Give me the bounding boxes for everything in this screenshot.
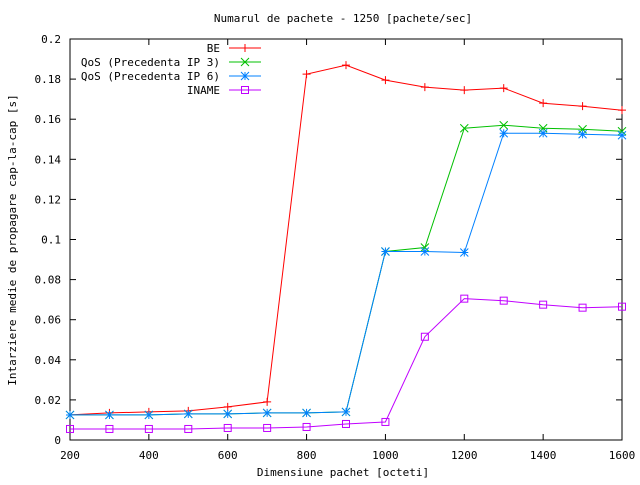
data-point [184,424,193,433]
y-tick-label: 0.2 [41,33,61,46]
data-point [223,409,233,419]
data-point [578,129,587,139]
chart-title: Numarul de pachete - 1250 [pachete/sec] [214,12,472,25]
series-line [70,132,623,416]
x-tick-label: 1000 [372,449,399,462]
data-point [183,409,193,419]
data-point [302,422,311,431]
series-line [70,124,623,416]
legend-label: QoS (Precedenta IP 3) [81,56,220,69]
y-tick-label: 0.1 [41,234,61,247]
y-tick-label: 0.06 [35,314,62,327]
y-tick-label: 0.02 [35,394,62,407]
data-point [420,243,430,252]
data-point [618,302,626,311]
data-point [538,128,548,138]
legend-marker [240,57,250,67]
data-point [420,247,430,256]
data-point [499,128,509,138]
data-point [144,410,154,420]
y-tick-label: 0.18 [35,73,62,86]
plot-frame [69,38,623,441]
x-axis-label: Dimensiune pachet [octeti] [257,466,429,479]
data-point [618,106,626,115]
data-point [499,296,508,305]
series-0 [66,61,626,419]
data-point [65,410,75,420]
data-point [381,247,390,256]
data-point [302,408,311,418]
data-point [459,248,469,257]
data-point [263,423,272,432]
legend-label: INAME [187,84,220,97]
data-point [578,102,587,111]
data-point [105,410,114,420]
y-axis-label: Intarziere medie de propagare cap-la-cap… [6,94,19,385]
data-point [302,70,311,79]
data-point [342,61,350,70]
series-line [70,298,623,430]
y-tick-label: 0.08 [35,274,62,287]
data-point [459,123,469,133]
data-point [342,419,350,428]
data-point [381,76,390,85]
data-point [420,83,429,92]
data-point [460,86,469,95]
series-2 [65,128,627,420]
data-point [223,423,232,432]
y-tick-label: 0 [54,434,61,447]
x-tick-label: 1600 [609,449,636,462]
legend-label: QoS (Precedenta IP 6) [81,70,220,83]
data-point [420,332,429,341]
data-point [341,407,351,417]
x-tick-label: 400 [139,449,159,462]
series-line [69,64,623,416]
x-tick-label: 600 [218,449,238,462]
data-point [539,300,548,309]
series-3 [66,294,626,433]
legend-marker [240,71,250,81]
x-tick-label: 800 [297,449,317,462]
data-point [381,417,390,426]
data-point [263,397,272,406]
data-point [578,303,587,312]
x-tick-label: 1400 [530,449,557,462]
x-tick-label: 200 [60,449,80,462]
y-tick-label: 0.04 [35,354,62,367]
data-point [144,424,153,433]
x-tick-label: 1200 [451,449,478,462]
legend-label: BE [207,42,220,55]
data-point [617,126,627,136]
data-point [223,402,232,411]
legend-marker [241,44,249,52]
data-point [617,130,627,140]
data-point [460,294,469,303]
data-point [262,408,272,418]
data-point [66,424,74,433]
y-tick-label: 0.14 [35,153,62,166]
data-point [539,99,548,108]
legend-marker [241,86,249,94]
data-point [499,84,508,93]
data-point [105,424,114,433]
data-point [499,120,509,130]
y-tick-label: 0.16 [35,113,62,126]
series-1 [65,120,627,420]
y-tick-label: 0.12 [35,193,62,206]
